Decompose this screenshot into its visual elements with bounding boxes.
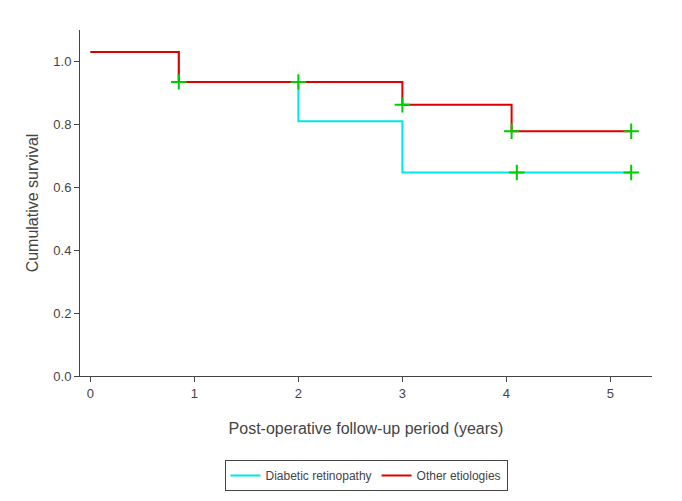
svg-text:Other etiologies: Other etiologies bbox=[417, 469, 501, 483]
svg-text:0.2: 0.2 bbox=[53, 306, 71, 321]
svg-text:3: 3 bbox=[399, 386, 406, 401]
svg-text:0.8: 0.8 bbox=[53, 117, 71, 132]
svg-text:5: 5 bbox=[607, 386, 614, 401]
svg-text:Cumulative survival: Cumulative survival bbox=[24, 134, 41, 273]
svg-text:Diabetic retinopathy: Diabetic retinopathy bbox=[266, 469, 372, 483]
svg-text:1.0: 1.0 bbox=[53, 54, 71, 69]
svg-text:1: 1 bbox=[191, 386, 198, 401]
svg-text:0.0: 0.0 bbox=[53, 369, 71, 384]
svg-text:0.4: 0.4 bbox=[53, 243, 71, 258]
svg-text:4: 4 bbox=[503, 386, 510, 401]
svg-text:0.6: 0.6 bbox=[53, 180, 71, 195]
svg-text:0: 0 bbox=[87, 386, 94, 401]
svg-text:Post-operative follow-up perio: Post-operative follow-up period (years) bbox=[229, 420, 504, 437]
svg-text:2: 2 bbox=[295, 386, 302, 401]
